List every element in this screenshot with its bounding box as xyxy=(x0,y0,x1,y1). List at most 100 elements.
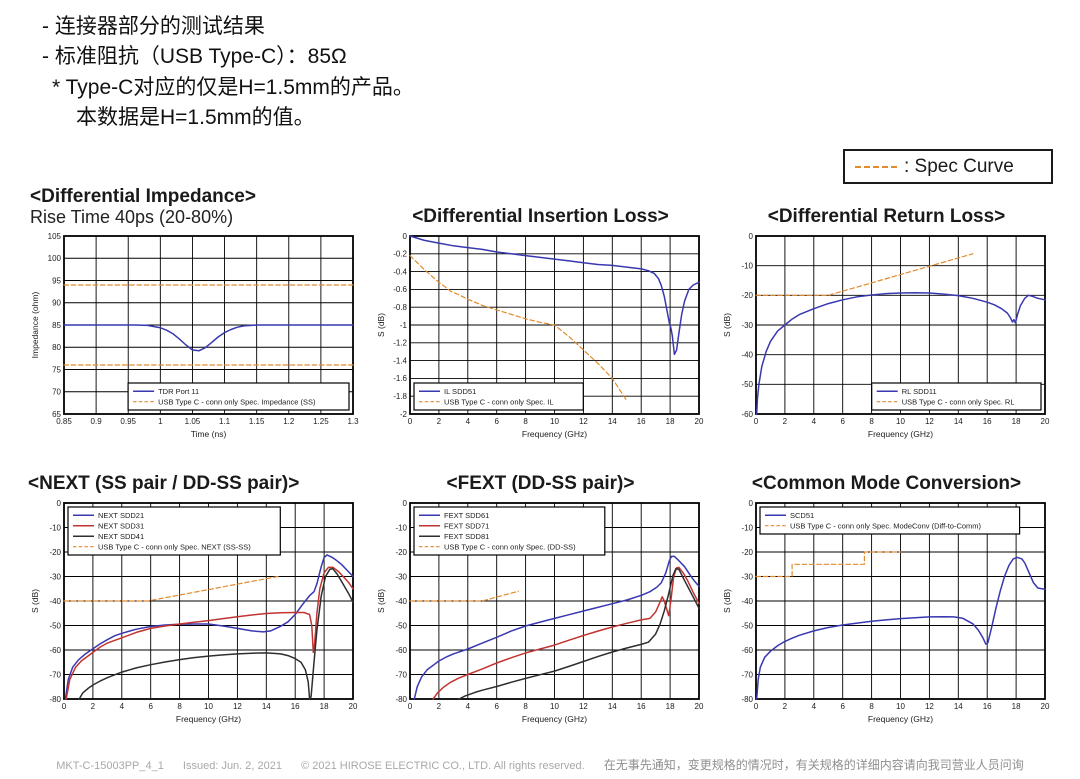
chart-title: <Differential Impedance> xyxy=(30,186,256,208)
chart-title-block: <FEXT (DD-SS pair)> xyxy=(374,469,707,495)
header-line-2: - 标准阻抗（USB Type-C）：85Ω xyxy=(42,45,347,69)
footer: MKT-C-15003PP_4_1 Issued: Jun. 2, 2021 ©… xyxy=(0,756,1080,773)
svg-text:20: 20 xyxy=(1041,417,1050,426)
svg-text:8: 8 xyxy=(869,702,874,711)
svg-text:1.25: 1.25 xyxy=(313,417,329,426)
chart-differential-insertion-loss: <Differential Insertion Loss> 0 2 4 6 8 10 12 1… xyxy=(374,182,707,449)
svg-text:20: 20 xyxy=(349,702,358,711)
series-line xyxy=(755,556,1046,700)
chart-svg: 0 2 4 6 8 10 12 14 16 18 20 0 -10 -20 -30 -40 -50 -60 -70 -… xyxy=(722,499,1050,724)
svg-text:70: 70 xyxy=(52,388,61,397)
svg-text:16: 16 xyxy=(983,702,992,711)
svg-text:1: 1 xyxy=(158,417,163,426)
svg-text:-70: -70 xyxy=(741,670,753,679)
svg-text:0: 0 xyxy=(62,702,67,711)
svg-text:-50: -50 xyxy=(741,380,753,389)
svg-text:14: 14 xyxy=(608,702,617,711)
chart-svg: 0 2 4 6 8 10 12 14 16 18 20 0 -10 -20 -30 -40 -50 -60 -70 -… xyxy=(376,499,704,724)
svg-text:6: 6 xyxy=(840,702,845,711)
svg-text:-60: -60 xyxy=(741,410,753,419)
svg-text:85: 85 xyxy=(52,321,61,330)
svg-text:18: 18 xyxy=(1012,702,1021,711)
svg-text:USB Type C - conn only Spec. I: USB Type C - conn only Spec. IL xyxy=(444,398,554,407)
chart-plot: 0 2 4 6 8 10 12 14 16 18 20 0 -10 -20 -30 -40 -50 -60 Freq… xyxy=(720,230,1053,449)
svg-text:8: 8 xyxy=(523,702,528,711)
svg-text:-40: -40 xyxy=(49,597,61,606)
svg-text:USB Type C - conn only Spec. (: USB Type C - conn only Spec. (DD-SS) xyxy=(444,543,576,552)
svg-text:-1.6: -1.6 xyxy=(393,374,407,383)
svg-text:10: 10 xyxy=(550,702,559,711)
chart-title-block: <Differential Return Loss> xyxy=(720,182,1053,228)
svg-text:-50: -50 xyxy=(395,621,407,630)
chart-title-block: <NEXT (SS pair / DD-SS pair)> xyxy=(28,469,361,495)
series-line xyxy=(755,253,974,296)
svg-text:USB Type C - conn only Spec. M: USB Type C - conn only Spec. ModeConv (D… xyxy=(790,522,982,531)
svg-text:NEXT SDD21: NEXT SDD21 xyxy=(98,511,144,520)
chart-plot: 0 2 4 6 8 10 12 14 16 18 20 0 -10 -20 -30 -40 -50 -60 -70 -… xyxy=(374,497,707,734)
chart-svg: 0 2 4 6 8 10 12 14 16 18 20 0 -0.2 -0.4 -0.6 -0.8 -1 -1.2… xyxy=(376,232,704,439)
svg-text:-40: -40 xyxy=(741,597,753,606)
spec-curve-dashed-line-icon xyxy=(855,165,897,168)
series-line xyxy=(409,590,519,602)
header-line-3: * Type-C对应的仅是H=1.5mm的产品。 xyxy=(52,75,414,99)
svg-text:-40: -40 xyxy=(741,350,753,359)
svg-text:-60: -60 xyxy=(395,646,407,655)
svg-text:-1.2: -1.2 xyxy=(393,339,407,348)
svg-text:-50: -50 xyxy=(741,621,753,630)
svg-text:0.9: 0.9 xyxy=(91,417,103,426)
svg-text:14: 14 xyxy=(608,417,617,426)
chart-title-block: <Differential Impedance> Rise Time 40ps … xyxy=(28,182,361,228)
svg-text:0.95: 0.95 xyxy=(120,417,136,426)
series-line xyxy=(409,255,628,402)
svg-text:-80: -80 xyxy=(395,695,407,704)
svg-text:16: 16 xyxy=(983,417,992,426)
svg-text:0: 0 xyxy=(754,417,759,426)
chart-differential-impedance: <Differential Impedance> Rise Time 40ps … xyxy=(28,182,361,449)
svg-text:USB Type C - conn only Spec. N: USB Type C - conn only Spec. NEXT (SS-SS… xyxy=(98,543,251,552)
svg-text:4: 4 xyxy=(812,702,817,711)
series-line xyxy=(755,551,902,578)
footer-doc-id: MKT-C-15003PP_4_1 xyxy=(56,760,164,772)
x-axis-label: Time (ns) xyxy=(191,429,227,439)
svg-text:0.85: 0.85 xyxy=(56,417,72,426)
series-line xyxy=(409,235,700,356)
svg-text:10: 10 xyxy=(204,702,213,711)
svg-text:65: 65 xyxy=(52,410,61,419)
svg-text:1.05: 1.05 xyxy=(185,417,201,426)
svg-text:8: 8 xyxy=(523,417,528,426)
svg-text:1.2: 1.2 xyxy=(283,417,295,426)
svg-text:-1: -1 xyxy=(400,321,408,330)
svg-text:0: 0 xyxy=(408,417,413,426)
svg-text:2: 2 xyxy=(437,702,442,711)
svg-text:12: 12 xyxy=(579,702,588,711)
svg-text:2: 2 xyxy=(437,417,442,426)
svg-text:TDR Port 11: TDR Port 11 xyxy=(158,387,199,396)
svg-text:90: 90 xyxy=(52,299,61,308)
svg-text:4: 4 xyxy=(466,417,471,426)
header-line-4: 本数据是H=1.5mm的值。 xyxy=(76,106,315,130)
chart-title: <Differential Insertion Loss> xyxy=(412,206,669,228)
svg-text:-20: -20 xyxy=(395,548,407,557)
svg-text:-50: -50 xyxy=(49,621,61,630)
chart-svg: 0 2 4 6 8 10 12 14 16 18 20 0 -10 -20 -30 -40 -50 -60 -70 -… xyxy=(30,499,358,724)
svg-text:-10: -10 xyxy=(741,261,753,270)
svg-text:20: 20 xyxy=(695,417,704,426)
svg-text:12: 12 xyxy=(925,417,934,426)
spec-curve-label: : Spec Curve xyxy=(904,155,1014,177)
header-notes: - 连接器部分的测试结果 - 标准阻抗（USB Type-C）：85Ω * Ty… xyxy=(42,12,414,134)
chart-svg: 0 2 4 6 8 10 12 14 16 18 20 0 -10 -20 -30 -40 -50 -60 Freq… xyxy=(722,232,1050,439)
chart-differential-return-loss: <Differential Return Loss> 0 2 4 6 8 10 12 14 16… xyxy=(720,182,1053,449)
svg-text:-20: -20 xyxy=(741,291,753,300)
series-line xyxy=(65,566,354,700)
svg-text:-10: -10 xyxy=(395,523,407,532)
chart-plot: 0.85 0.9 0.95 1 1.05 1.1 1.15 1.2 1.25 1.3 65 70 75 8… xyxy=(28,230,361,449)
svg-text:0: 0 xyxy=(754,702,759,711)
svg-text:16: 16 xyxy=(637,417,646,426)
svg-text:12: 12 xyxy=(233,702,242,711)
svg-text:18: 18 xyxy=(666,702,675,711)
footer-note-cn: 在无事先通知，变更规格的情况时，有关规格的详细内容请向我司营业人员问询 xyxy=(603,758,1024,772)
svg-text:0: 0 xyxy=(57,499,62,508)
chart-title: <Differential Return Loss> xyxy=(767,206,1006,228)
